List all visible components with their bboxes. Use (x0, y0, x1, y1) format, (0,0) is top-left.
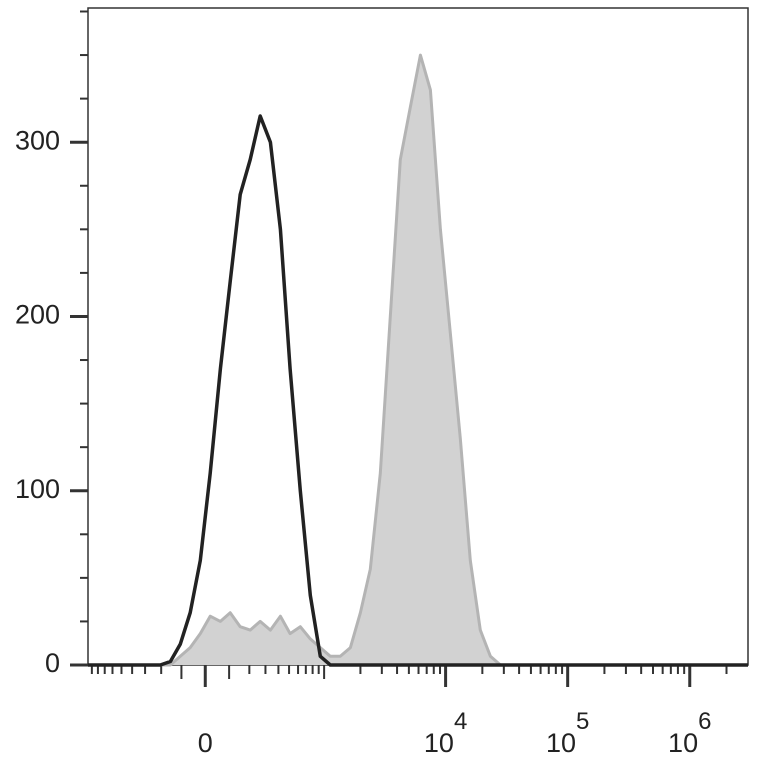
y-tick-label: 0 (45, 648, 60, 678)
x-tick-label: 105 (546, 708, 589, 758)
x-tick-exponent: 6 (698, 708, 711, 735)
x-tick-label: 106 (668, 708, 711, 758)
y-tick-label: 100 (15, 474, 60, 504)
x-tick-base: 10 (424, 728, 454, 758)
x-tick-exponent: 4 (454, 708, 467, 735)
histogram-line (88, 114, 748, 667)
x-tick-base: 10 (668, 728, 698, 758)
histogram-fill (88, 55, 748, 666)
histogram-line (88, 53, 748, 667)
x-tick-exponent: 5 (576, 708, 589, 735)
y-tick-label: 300 (15, 125, 60, 155)
x-tick-base: 0 (198, 728, 213, 758)
x-tick-base: 10 (546, 728, 576, 758)
y-tick-label: 200 (15, 300, 60, 330)
x-tick-label: 0 (198, 728, 213, 758)
x-tick-label: 104 (424, 708, 467, 758)
